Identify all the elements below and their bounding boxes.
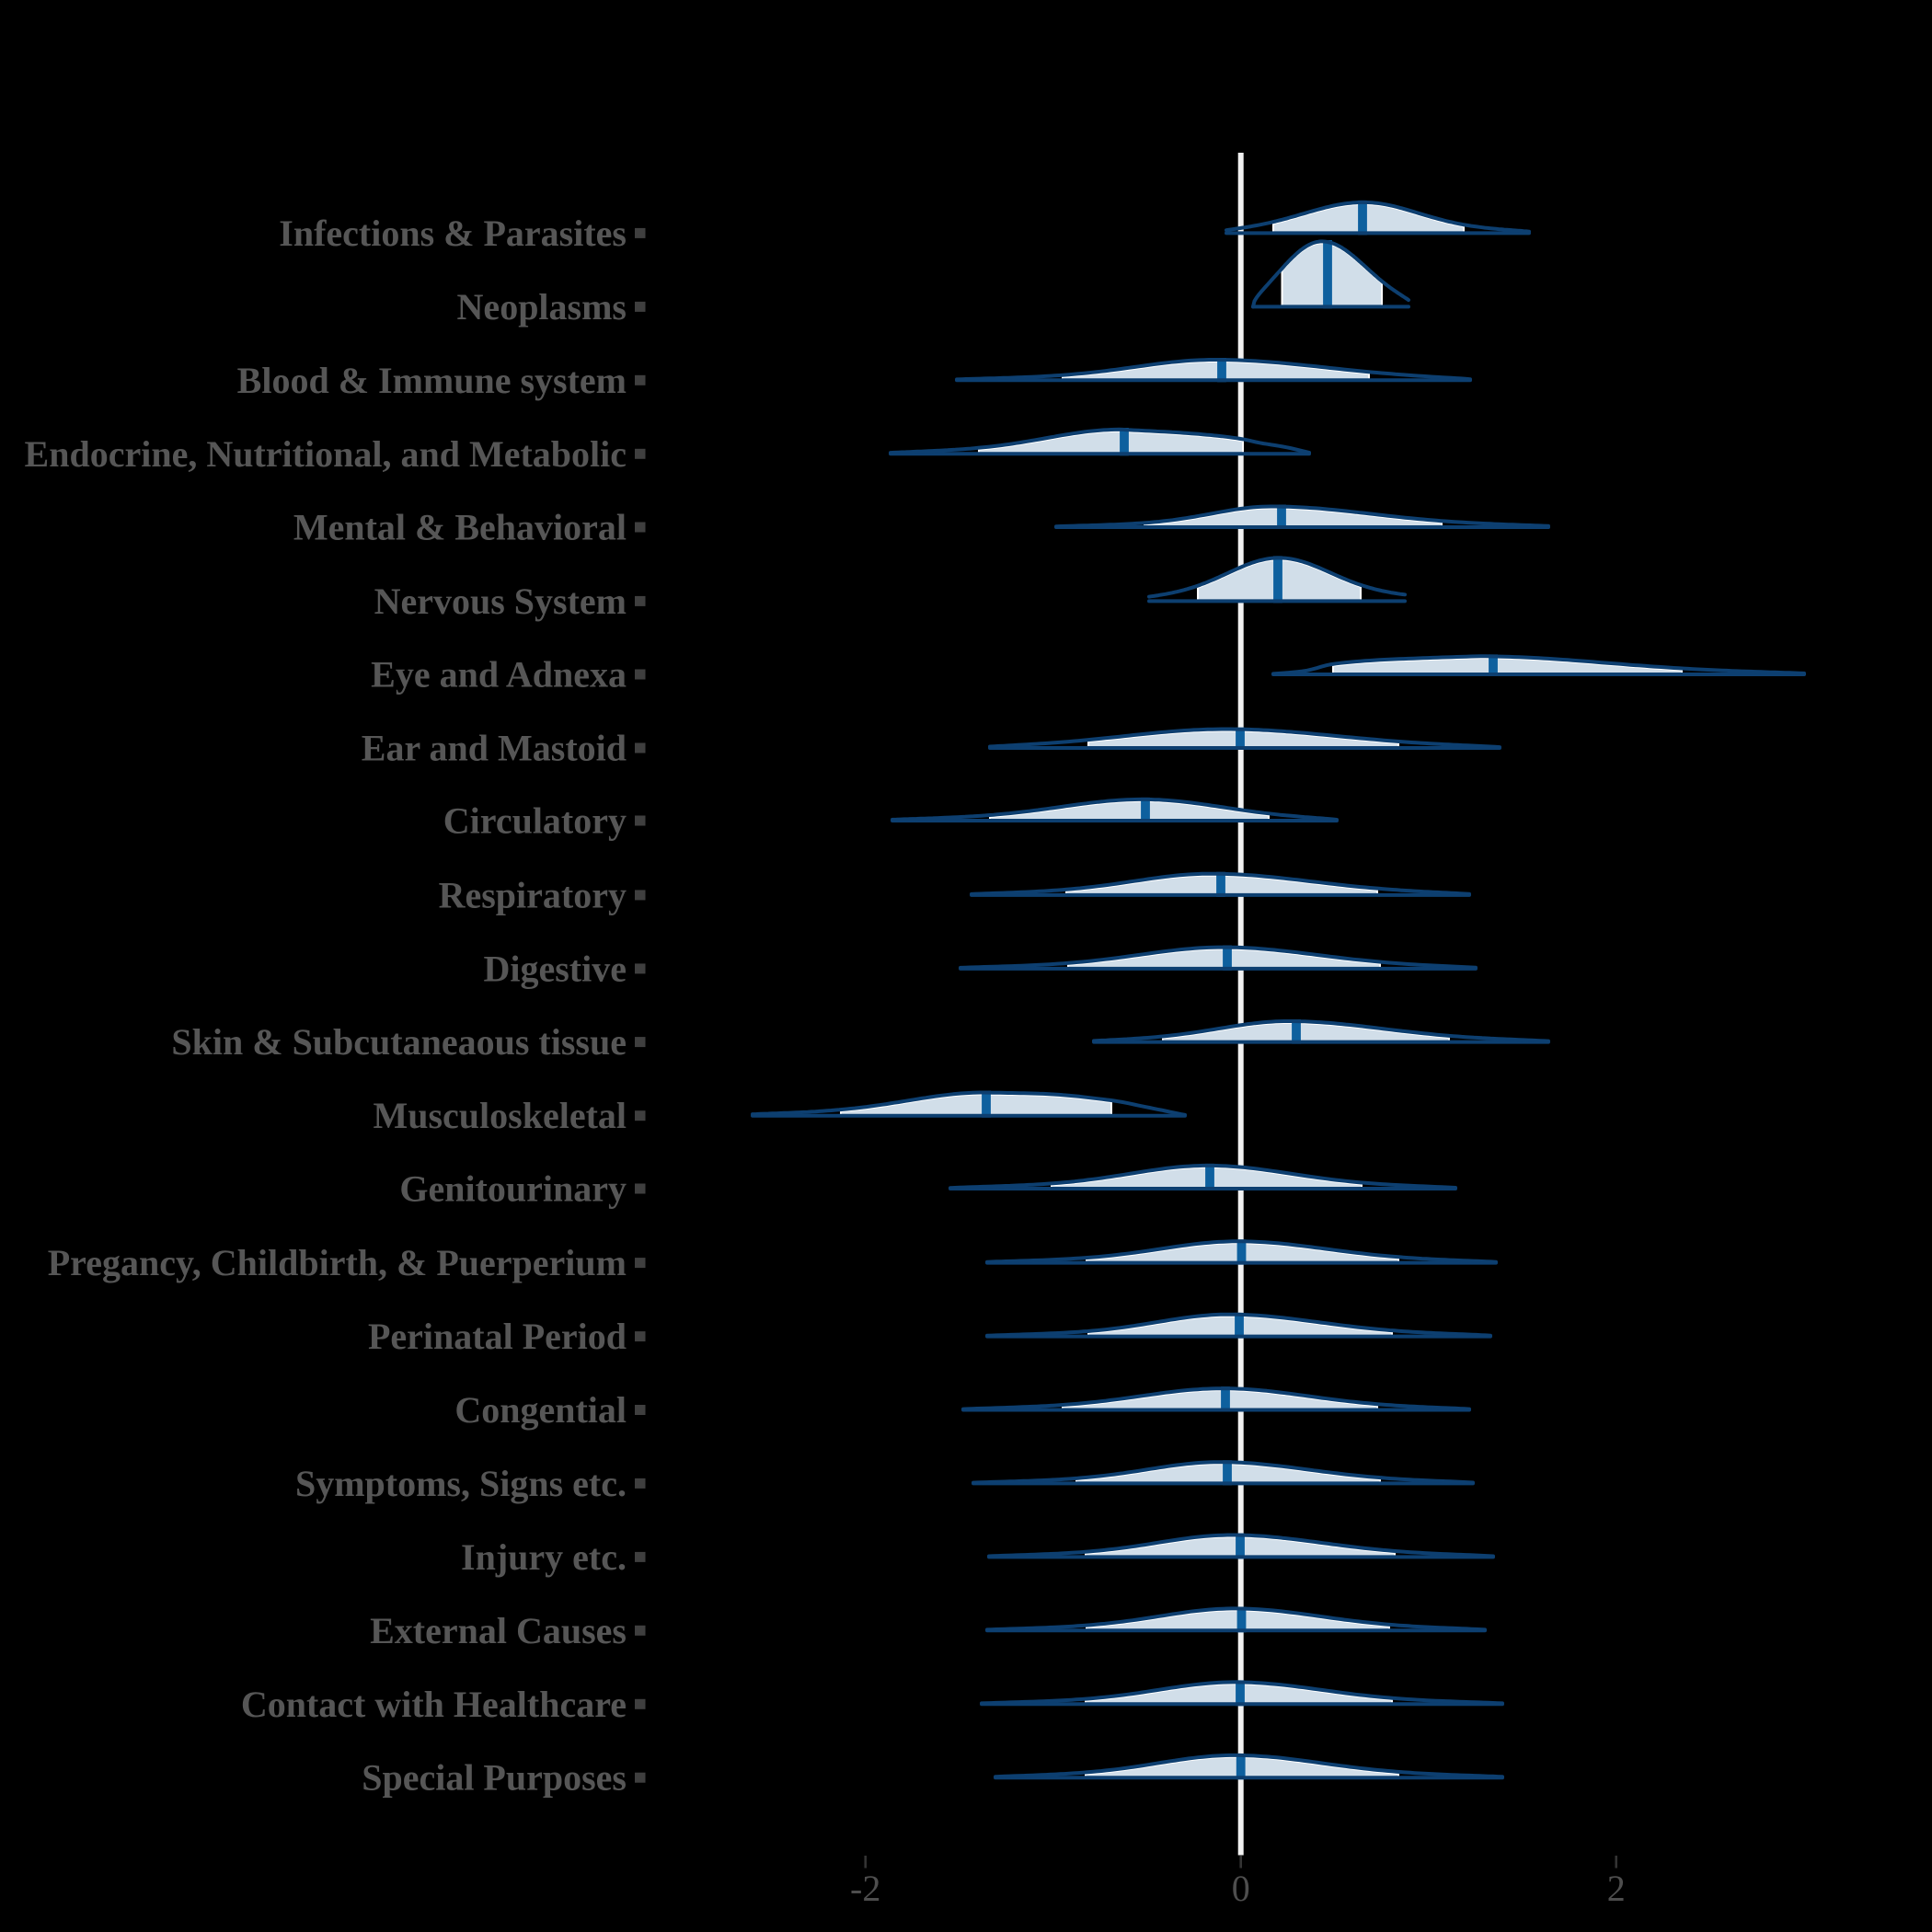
svg-text:Endocrine, Nutritional, and Me: Endocrine, Nutritional, and Metabolic: [25, 433, 627, 475]
svg-text:Nervous System: Nervous System: [374, 581, 627, 622]
svg-text:0: 0: [1232, 1868, 1250, 1909]
svg-text:Musculoskeletal: Musculoskeletal: [373, 1095, 627, 1136]
svg-text:-2: -2: [850, 1868, 880, 1909]
svg-text:Skin & Subcutaneaous tissue: Skin & Subcutaneaous tissue: [171, 1021, 627, 1063]
svg-text:Ear and Mastoid: Ear and Mastoid: [362, 728, 627, 769]
svg-text:Injury etc.: Injury etc.: [461, 1536, 627, 1578]
svg-text:Circulatory: Circulatory: [443, 800, 627, 842]
svg-text:Infections & Parasites: Infections & Parasites: [279, 213, 627, 254]
svg-text:External Causes: External Causes: [370, 1610, 627, 1651]
svg-text:Eye and Adnexa: Eye and Adnexa: [371, 654, 627, 696]
svg-text:Symptoms, Signs etc.: Symptoms, Signs etc.: [295, 1463, 627, 1504]
svg-text:Contact with Healthcare: Contact with Healthcare: [241, 1684, 627, 1725]
svg-text:Blood & Immune system: Blood & Immune system: [237, 360, 627, 401]
svg-text:Genitourinary: Genitourinary: [399, 1168, 627, 1210]
svg-text:2: 2: [1607, 1868, 1626, 1909]
svg-text:Special Purposes: Special Purposes: [362, 1757, 627, 1799]
svg-text:Congential: Congential: [454, 1389, 627, 1431]
svg-text:Digestive: Digestive: [483, 948, 627, 989]
svg-text:Respiratory: Respiratory: [439, 874, 627, 915]
svg-text:Mental & Behavioral: Mental & Behavioral: [293, 507, 627, 548]
svg-text:Perinatal Period: Perinatal Period: [368, 1316, 627, 1357]
svg-text:Pregancy, Childbirth, & Puerpe: Pregancy, Childbirth, & Puerperium: [48, 1242, 627, 1283]
svg-text:Neoplasms: Neoplasms: [457, 286, 627, 328]
